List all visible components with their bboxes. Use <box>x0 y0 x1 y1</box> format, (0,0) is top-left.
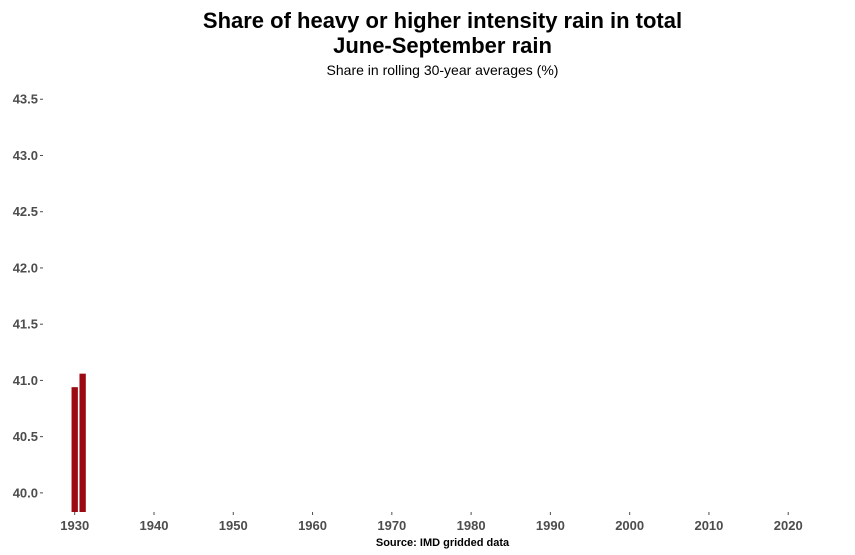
bar-series <box>71 373 86 512</box>
chart-title-line-1: Share of heavy or higher intensity rain … <box>202 8 683 33</box>
x-tick-label: 2010 <box>694 518 723 533</box>
x-tick-label: 1970 <box>377 518 406 533</box>
x-tick-label: 1980 <box>457 518 486 533</box>
x-tick-label: 1960 <box>298 518 327 533</box>
y-tick-label: 40.5 <box>13 429 38 444</box>
x-tick-label: 1930 <box>60 518 89 533</box>
x-tick-label: 2020 <box>774 518 803 533</box>
y-tick-label: 41.0 <box>13 373 38 388</box>
y-axis: 40.0 40.5 41.0 41.5 42.0 42.5 43.0 43.5 <box>13 92 43 500</box>
y-tick-label: 42.0 <box>13 260 38 275</box>
chart-caption: Source: IMD gridded data <box>375 537 510 549</box>
x-tick-label: 1990 <box>536 518 565 533</box>
bar-1931 <box>79 373 86 512</box>
x-tick-label: 1950 <box>219 518 248 533</box>
y-tick-label: 40.0 <box>13 485 38 500</box>
x-tick-label: 2000 <box>615 518 644 533</box>
x-tick-label: 1940 <box>140 518 169 533</box>
y-tick-label: 42.5 <box>13 204 38 219</box>
chart-subtitle: Share in rolling 30-year averages (%) <box>326 62 559 78</box>
y-tick-label: 43.0 <box>13 148 38 163</box>
bar-1930 <box>71 387 78 512</box>
y-tick-label: 41.5 <box>13 317 38 332</box>
x-axis: 1930 1940 1950 1960 1970 1980 1990 2000 2010 2020 <box>60 512 803 533</box>
chart-title-line-2: June-September rain <box>333 33 552 58</box>
y-tick-label: 43.5 <box>13 92 38 107</box>
